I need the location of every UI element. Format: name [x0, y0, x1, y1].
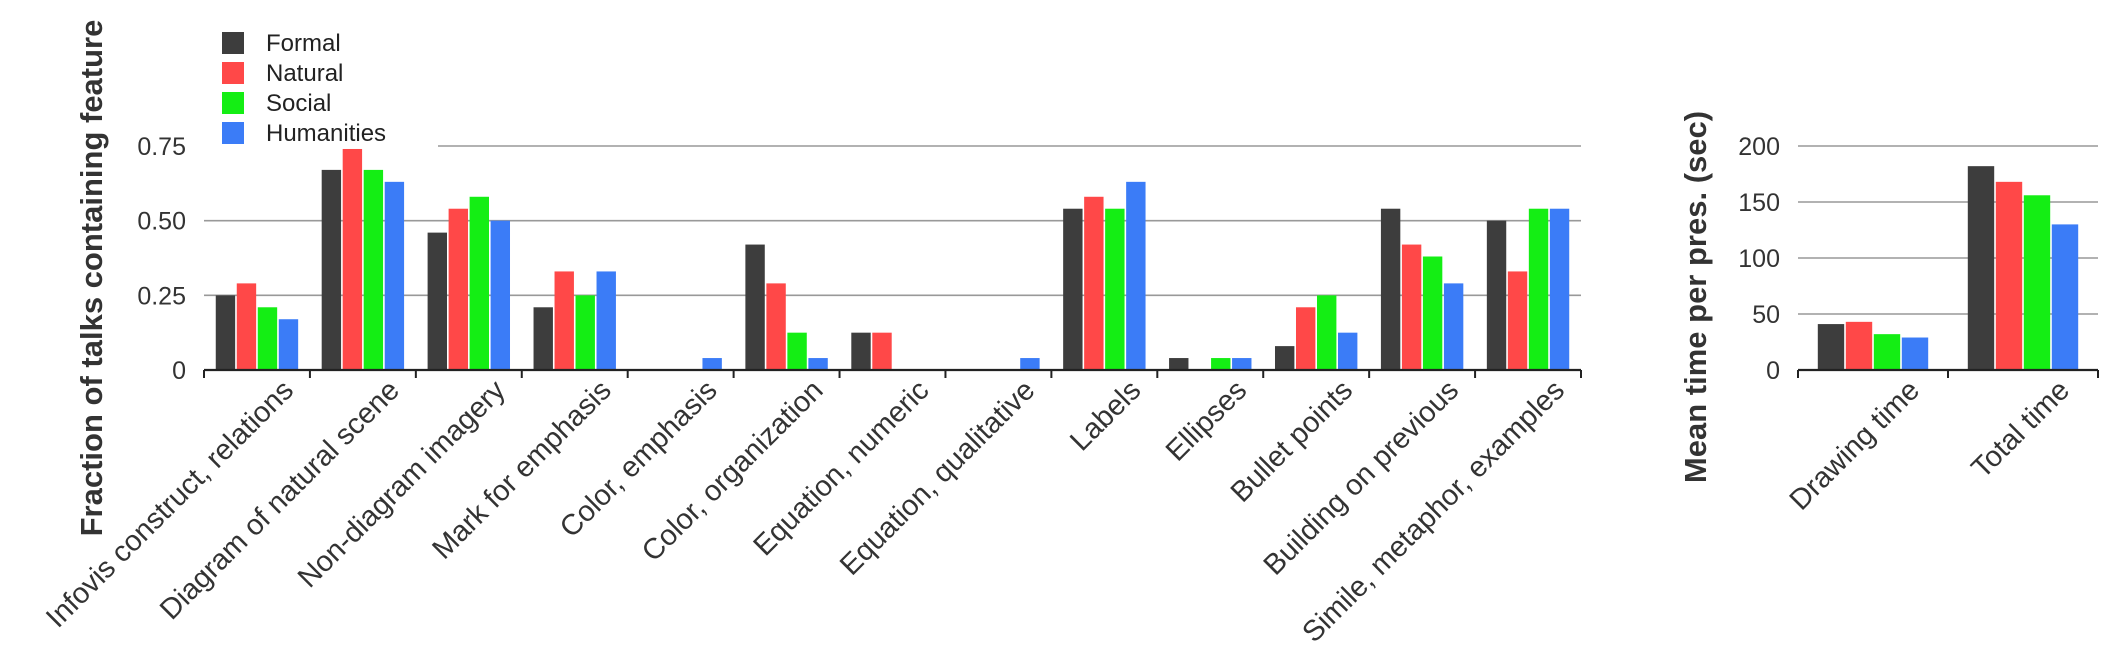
bar-formal — [851, 332, 871, 370]
category-label: Equation, numeric — [748, 374, 936, 562]
y-tick-label: 100 — [1738, 245, 1780, 273]
bar-humanities — [490, 220, 511, 370]
category-label: Drawing time — [1784, 374, 1926, 516]
legend-swatch-social — [222, 92, 244, 114]
legend-swatch-humanities — [222, 122, 244, 144]
bar-social — [1873, 334, 1901, 370]
bar-formal — [427, 232, 448, 370]
legend-swatch-natural — [222, 62, 244, 84]
bar-humanities — [1901, 337, 1929, 370]
bar-formal — [745, 244, 765, 370]
y-axis-label: Mean time per pres. (sec) — [1678, 111, 1713, 483]
bar-formal — [321, 169, 342, 370]
y-tick-label: 50 — [1752, 301, 1780, 329]
category-label: Color, organization — [636, 374, 830, 568]
bar-social — [1528, 208, 1549, 370]
bar-humanities — [2051, 224, 2079, 370]
bar-natural — [1995, 181, 2023, 370]
y-tick-label: 150 — [1738, 189, 1780, 217]
bar-social — [787, 332, 807, 370]
legend-label-formal: Formal — [266, 30, 341, 57]
bar-formal — [1967, 166, 1995, 370]
time-chart: 0 50 100 150 200 Drawing time Total time Mean t… — [1678, 111, 2099, 517]
y-tick-label: 0 — [172, 357, 186, 385]
bar-humanities — [278, 319, 299, 370]
bar-natural — [1295, 307, 1316, 370]
bar-humanities — [596, 271, 616, 370]
category-label: Total time — [1966, 374, 2076, 484]
bar-formal — [215, 295, 236, 370]
bar-humanities — [1337, 332, 1358, 370]
bar-natural — [766, 283, 786, 370]
bar-humanities — [1232, 358, 1252, 370]
bar-humanities — [1020, 358, 1040, 370]
bar-natural — [554, 271, 574, 370]
bar-natural — [1507, 271, 1528, 370]
legend-label-social: Social — [266, 90, 331, 117]
category-label: Non-diagram imagery — [292, 374, 512, 594]
bar-natural — [1845, 321, 1873, 370]
bar-social — [1105, 208, 1125, 370]
bar-formal — [1486, 220, 1507, 370]
bar-humanities — [1549, 208, 1570, 370]
bar-formal — [1063, 208, 1083, 370]
bar-social — [257, 307, 278, 370]
bar-social — [1211, 358, 1231, 370]
bar-social — [469, 196, 490, 370]
y-tick-label: 0 — [1766, 357, 1780, 385]
bar-social — [1422, 256, 1443, 370]
category-label: Labels — [1064, 374, 1147, 457]
bar-natural — [342, 148, 363, 370]
bar-natural — [872, 332, 892, 370]
y-tick-label: 0.75 — [137, 133, 186, 161]
category-label: Mark for emphasis — [426, 374, 617, 565]
bar-humanities — [808, 358, 828, 370]
bar-humanities — [702, 358, 722, 370]
bar-formal — [1169, 358, 1189, 370]
category-label: Equation, qualitative — [834, 374, 1041, 581]
y-tick-label: 0.25 — [137, 282, 186, 310]
bar-formal — [1380, 208, 1401, 370]
legend-label-natural: Natural — [266, 60, 343, 87]
bar-natural — [448, 208, 469, 370]
y-tick-label: 0.50 — [137, 208, 186, 236]
bar-formal — [1817, 324, 1845, 370]
bar-social — [575, 295, 595, 370]
category-label: Building on previous — [1258, 374, 1465, 581]
bar-social — [1316, 295, 1337, 370]
bar-social — [363, 169, 384, 370]
category-label: Ellipses — [1160, 374, 1253, 467]
bar-formal — [533, 307, 553, 370]
bar-social — [2023, 195, 2051, 370]
y-axis-label: Fraction of talks containing feature — [74, 20, 109, 537]
bar-natural — [1401, 244, 1422, 370]
legend-label-humanities: Humanities — [266, 120, 386, 147]
bar-natural — [236, 283, 257, 370]
bar-natural — [1084, 196, 1104, 370]
bar-humanities — [1443, 283, 1464, 370]
bar-formal — [1274, 346, 1295, 370]
y-tick-label: 200 — [1738, 133, 1780, 161]
bar-humanities — [1126, 181, 1146, 370]
legend: Formal Natural Social Humanities — [222, 30, 386, 147]
legend-swatch-formal — [222, 32, 244, 54]
bar-humanities — [384, 181, 405, 370]
